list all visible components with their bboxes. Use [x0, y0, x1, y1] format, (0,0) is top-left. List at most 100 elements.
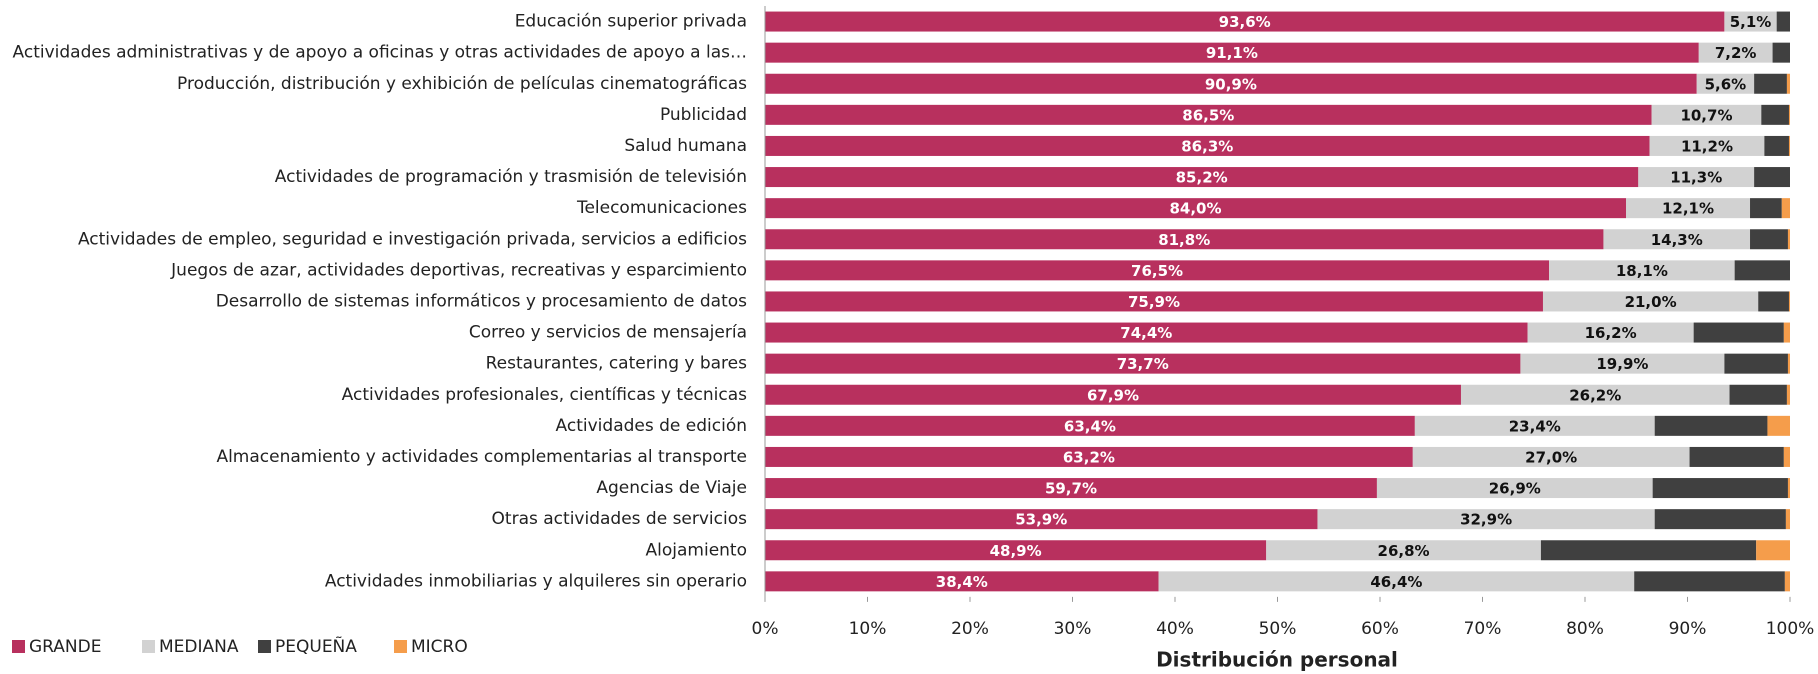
x-tick-label: 10% — [849, 619, 887, 639]
bar-segment — [1764, 135, 1789, 156]
value-label: 93,6% — [1219, 13, 1271, 31]
bar-segment — [765, 509, 1318, 530]
bar-segment — [1651, 104, 1762, 125]
value-label: 38,4% — [936, 573, 988, 591]
legend-swatch — [394, 640, 407, 653]
x-tick-label: 30% — [1054, 619, 1092, 639]
category-label: Telecomunicaciones — [576, 198, 747, 218]
bar-segment — [1754, 167, 1790, 188]
value-label: 23,4% — [1509, 417, 1561, 435]
bar-segment — [1776, 11, 1790, 32]
x-tick-label: 90% — [1669, 619, 1707, 639]
category-label: Educación superior privada — [515, 12, 747, 32]
bar-segment — [1414, 415, 1655, 436]
value-label: 27,0% — [1525, 448, 1577, 466]
legend-swatch — [142, 640, 155, 653]
value-label: 63,2% — [1063, 448, 1115, 466]
legend-label: MEDIANA — [159, 637, 239, 657]
bar-segment — [1781, 198, 1790, 219]
bar-segment — [1788, 135, 1790, 156]
bar-segment — [1317, 509, 1655, 530]
bar-segment — [765, 198, 1626, 219]
bar-segment — [1784, 571, 1790, 592]
bar-segment — [1750, 198, 1782, 219]
bar-segment — [1542, 291, 1759, 312]
value-label: 59,7% — [1045, 480, 1097, 498]
value-label: 46,4% — [1370, 573, 1422, 591]
category-label: Otras actividades de servicios — [492, 509, 748, 529]
bar-segment — [1772, 42, 1790, 63]
value-label: 5,6% — [1705, 75, 1747, 93]
x-tick-label: 60% — [1361, 619, 1399, 639]
category-label: Alojamiento — [646, 540, 747, 560]
bar-segment — [1698, 42, 1773, 63]
x-tick-label: 80% — [1566, 619, 1604, 639]
bar-segment — [765, 104, 1652, 125]
bar-segment — [1634, 571, 1785, 592]
bar-segment — [1750, 229, 1788, 250]
value-label: 86,3% — [1181, 137, 1233, 155]
bar-segment — [1756, 540, 1790, 561]
bar-segment — [1783, 446, 1790, 467]
category-label: Actividades de edición — [556, 416, 747, 436]
bar-segment — [765, 415, 1415, 436]
value-label: 86,5% — [1182, 106, 1234, 124]
value-label: 12,1% — [1662, 200, 1714, 218]
value-label: 74,4% — [1120, 324, 1172, 342]
bar-segment — [1527, 322, 1694, 343]
bar-segment — [765, 571, 1159, 592]
category-label: Actividades de empleo, seguridad e inves… — [78, 229, 747, 249]
bar-segment — [765, 478, 1377, 499]
bar-segment — [765, 353, 1521, 374]
bar-segment — [1787, 229, 1790, 250]
bar-segment — [1729, 384, 1787, 405]
bar-segment — [1460, 384, 1730, 405]
bar-segment — [1758, 291, 1789, 312]
bar-segment — [765, 291, 1543, 312]
value-label: 90,9% — [1205, 75, 1257, 93]
category-label: Correo y servicios de mensajería — [469, 323, 747, 343]
value-label: 48,9% — [990, 542, 1042, 560]
value-label: 32,9% — [1460, 511, 1512, 529]
bar-segment — [1787, 478, 1790, 499]
category-label: Producción, distribución y exhibición de… — [177, 74, 747, 94]
value-label: 81,8% — [1158, 231, 1210, 249]
bar-segment — [765, 229, 1604, 250]
category-label: Salud humana — [624, 136, 747, 156]
x-tick-label: 70% — [1464, 619, 1502, 639]
value-label: 84,0% — [1169, 200, 1221, 218]
bar-segment — [1788, 291, 1790, 312]
value-label: 16,2% — [1585, 324, 1637, 342]
bar-segment — [765, 135, 1650, 156]
value-label: 63,4% — [1064, 417, 1116, 435]
bar-segment — [1786, 73, 1790, 94]
bar-segment — [1626, 198, 1751, 219]
bar-segment — [1520, 353, 1725, 374]
bar-segment — [1724, 11, 1777, 32]
legend-swatch — [12, 640, 25, 653]
bar-segment — [1376, 478, 1653, 499]
x-axis-title: Distribución personal — [1156, 648, 1398, 672]
value-label: 73,7% — [1117, 355, 1169, 373]
bar-segment — [765, 446, 1413, 467]
category-label: Actividades administrativas y de apoyo a… — [13, 43, 747, 63]
category-label: Actividades de programación y trasmisión… — [275, 167, 747, 187]
legend-swatch — [258, 640, 271, 653]
bar-segment — [1549, 260, 1735, 281]
value-label: 11,3% — [1670, 169, 1722, 187]
legend-label: PEQUEÑA — [275, 635, 357, 657]
category-label: Publicidad — [660, 105, 747, 125]
value-label: 67,9% — [1087, 386, 1139, 404]
value-label: 26,2% — [1569, 386, 1621, 404]
value-label: 91,1% — [1206, 44, 1258, 62]
value-label: 26,9% — [1489, 480, 1541, 498]
value-label: 85,2% — [1176, 169, 1228, 187]
bar-segment — [1767, 415, 1790, 436]
x-tick-label: 40% — [1156, 619, 1194, 639]
bar-segment — [1266, 540, 1541, 561]
x-tick-label: 0% — [752, 619, 779, 639]
bar-segment — [1689, 446, 1784, 467]
bar-segment — [765, 540, 1267, 561]
bar-segment — [765, 73, 1697, 94]
